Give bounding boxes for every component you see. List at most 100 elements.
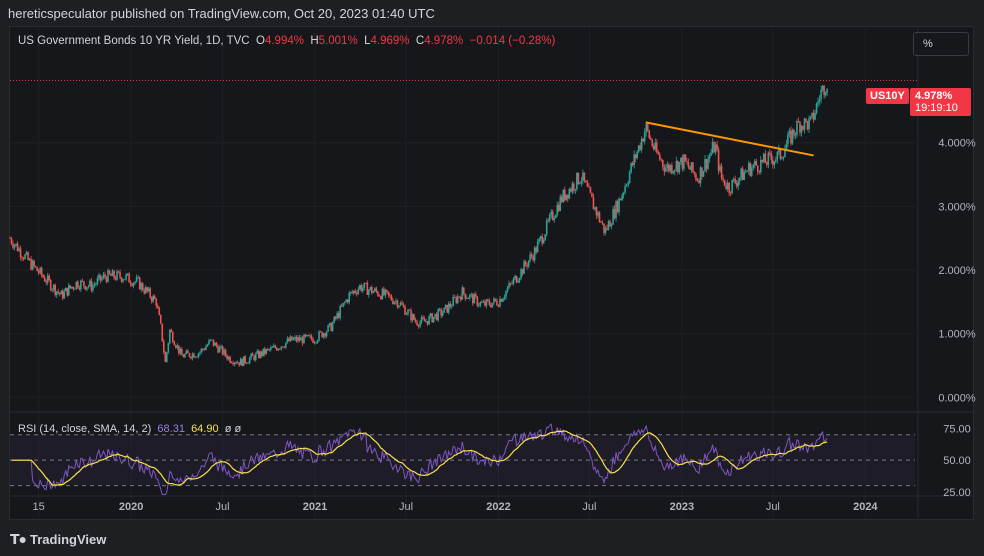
candle-body (235, 362, 237, 364)
candle-body (767, 152, 770, 165)
candle-body (256, 351, 259, 354)
candle-body (636, 151, 638, 159)
candle-body (756, 165, 759, 172)
y-tick-label: 3.000% (938, 201, 976, 213)
candle-body (257, 351, 260, 358)
candle-body (95, 284, 97, 285)
candle-body (90, 280, 93, 291)
candle-body (564, 189, 566, 201)
candle-body (140, 283, 142, 290)
candle-body (595, 207, 598, 216)
candle-body (785, 143, 788, 150)
candle-body (663, 166, 666, 172)
candle-body (92, 285, 94, 291)
candle-body (735, 183, 738, 187)
candle-body (135, 277, 138, 282)
candle-body (276, 347, 278, 351)
candle-body (675, 160, 678, 170)
candle-body (282, 346, 284, 348)
candle-body (655, 142, 658, 153)
candle-body (325, 331, 328, 337)
candle-body (328, 323, 331, 326)
candle-body (197, 353, 200, 357)
candle-body (300, 337, 302, 341)
candle-body (30, 258, 32, 270)
candle-body (683, 154, 685, 169)
candle-body (481, 301, 483, 303)
candle-body (671, 165, 673, 174)
candle-body (107, 270, 109, 282)
legend-open-label: O (256, 35, 265, 47)
candle-body (725, 185, 727, 189)
candle-body (784, 149, 786, 158)
candle-body (223, 349, 225, 355)
legend-open-value: 4.994% (264, 35, 304, 47)
candle-body (398, 305, 400, 308)
candle-body (515, 275, 518, 283)
candle-body (542, 240, 545, 244)
candle-body (196, 356, 198, 358)
candle-body (45, 281, 47, 283)
candle-body (616, 201, 619, 213)
candle-body (57, 291, 60, 293)
y-tick-label: 4.000% (938, 138, 976, 150)
candle-body (722, 177, 724, 180)
candle-body (698, 180, 700, 184)
candle-body (381, 288, 384, 300)
candle-body (304, 334, 307, 337)
candle-body (506, 288, 509, 292)
candle-body (772, 159, 774, 165)
candle-body (392, 300, 394, 304)
candle-body (758, 171, 761, 173)
candle-body (114, 277, 117, 280)
candle-body (214, 342, 216, 346)
candle-body (161, 323, 164, 342)
candle-body (153, 295, 156, 299)
chart-frame[interactable] (9, 26, 974, 520)
x-tick-label: 15 (33, 501, 45, 513)
x-tick-label: 2022 (486, 501, 510, 513)
candle-body (374, 288, 376, 292)
candle-body (490, 304, 492, 308)
tradingview-footer[interactable]: 𝗧● TradingView (10, 531, 106, 548)
candle-body (509, 283, 512, 285)
candle-body (710, 152, 712, 156)
candle-body (689, 167, 691, 170)
candle-body (108, 270, 111, 275)
candle-body (313, 342, 316, 344)
candle-body (759, 159, 762, 173)
candle-body (496, 300, 498, 306)
percent-scale-button[interactable]: % (913, 32, 969, 56)
candle-body (545, 220, 548, 235)
candle-body (499, 298, 501, 307)
candle-body (220, 346, 222, 348)
candle-body (523, 261, 525, 274)
candle-body (206, 344, 209, 347)
candle-body (603, 223, 605, 233)
candle-body (245, 362, 248, 364)
candle-body (533, 247, 536, 261)
candle-body (606, 228, 608, 230)
candle-body (478, 305, 480, 307)
candle-body (699, 167, 702, 184)
candle-body (128, 273, 130, 283)
candle-body (443, 307, 445, 313)
candle-body (285, 342, 287, 348)
candle-body (368, 289, 370, 295)
candle-body (791, 129, 794, 144)
candle-body (178, 345, 180, 354)
candle-body (597, 212, 599, 216)
candle-body (221, 346, 224, 355)
candle-body (649, 138, 652, 140)
candle-body (763, 153, 765, 162)
candle-body (25, 252, 28, 255)
legend-close-value: 4.978% (424, 35, 464, 47)
candle-body (146, 287, 148, 292)
candle-body (40, 267, 43, 276)
candle-body (316, 340, 319, 343)
rsi-y-tick-label: 25.00 (943, 487, 971, 499)
candle-body (417, 325, 420, 327)
candle-body (21, 257, 23, 259)
candle-body (613, 208, 616, 219)
